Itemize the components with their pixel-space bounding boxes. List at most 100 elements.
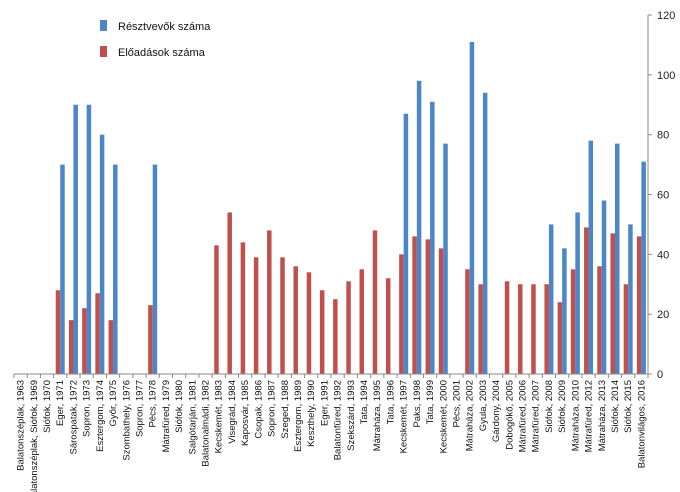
bar-presentations <box>372 230 378 374</box>
bar-presentations <box>438 248 444 374</box>
x-tick-label: Mátraháza, 1995 <box>372 380 383 451</box>
x-tick-label: Mátraháza, 2002 <box>465 380 476 451</box>
bar-presentations <box>425 239 431 375</box>
x-tick-label: Gárdony, 2004 <box>491 380 502 442</box>
x-tick-label: Siófok, 1970 <box>42 380 53 433</box>
bar-presentations <box>504 281 510 374</box>
bar-presentations <box>306 272 312 374</box>
bar-presentations <box>95 293 100 374</box>
x-tick-label: Esztergom, 1974 <box>95 380 106 452</box>
legend-swatch <box>100 46 107 57</box>
y-tick-label: 40 <box>657 249 669 261</box>
bar-presentations <box>267 230 272 374</box>
x-tick-label: Gyula, 2003 <box>478 380 489 431</box>
bar-participants <box>99 134 105 374</box>
bar-participants <box>575 212 580 374</box>
bar-participants <box>430 101 435 374</box>
bar-participants <box>614 143 620 374</box>
x-tick-label: Sopron, 1973 <box>82 380 93 437</box>
bar-presentations <box>333 299 338 374</box>
bar-presentations <box>623 284 629 374</box>
x-tick-label: Győr, 1975 <box>108 380 119 426</box>
bar-participants <box>416 80 422 374</box>
bar-presentations <box>584 227 589 374</box>
bar-participants <box>628 224 633 374</box>
bar-presentations <box>518 284 523 374</box>
bar-presentations <box>385 278 391 374</box>
bar-participants <box>403 113 409 374</box>
x-tick-label: Tata, 1999 <box>425 380 436 424</box>
x-tick-label: Balatonszéplak, Siófok, 1969 <box>29 380 40 492</box>
bar-presentations <box>148 305 153 374</box>
bar-participants <box>548 224 554 374</box>
x-tick-label: Szeged, 1988 <box>280 380 291 439</box>
x-tick-label: Pécs, 2001 <box>451 380 462 428</box>
bar-presentations <box>214 245 219 374</box>
y-tick-label: 80 <box>657 130 669 142</box>
x-tick-label: Dobogókő, 2005 <box>504 380 515 450</box>
x-tick-label: Kecskemét, 1983 <box>214 380 225 453</box>
legend-label: Előadások száma <box>118 47 206 59</box>
bar-presentations <box>68 320 74 374</box>
bar-presentations <box>412 236 417 374</box>
x-tick-label: Kecskemét, 2000 <box>438 380 449 453</box>
y-tick-label: 60 <box>657 190 669 202</box>
bar-presentations <box>319 290 325 374</box>
x-tick-label: Siófok, 2009 <box>557 380 568 433</box>
x-tick-label: Siófok, 2008 <box>544 380 555 433</box>
x-tick-label: Mátrafüred, 1979 <box>161 380 172 452</box>
x-tick-label: Balatonszéplak, 1963 <box>16 380 27 471</box>
bar-participants <box>113 164 118 374</box>
y-tick-label: 100 <box>657 70 675 82</box>
x-tick-label: Siófok, 2014 <box>610 380 621 433</box>
bar-presentations <box>557 302 563 374</box>
bar-participants <box>469 41 475 375</box>
bar-presentations <box>346 281 351 374</box>
x-tick-label: Pécs, 1978 <box>148 380 159 428</box>
x-tick-label: Esztergom, 1989 <box>293 380 304 452</box>
x-tick-label: Mátraháza, 2013 <box>597 380 608 451</box>
x-tick-label: Salgótarján, 1981 <box>187 380 198 454</box>
x-tick-label: Szekszárd, 1993 <box>346 380 357 451</box>
x-tick-label: Balatonalmádi, 1982 <box>201 380 212 467</box>
x-tick-label: Kaposvár, 1985 <box>240 380 251 446</box>
x-tick-label: Mátrafüred, 2007 <box>531 380 542 452</box>
y-tick-label: 120 <box>657 10 675 22</box>
bar-presentations <box>465 269 470 374</box>
x-tick-label: Sopron, 1987 <box>267 380 278 437</box>
x-tick-label: Sárospatak, 1972 <box>68 380 79 454</box>
bar-participants <box>73 104 78 374</box>
legend: Résztvevők száma Előadások száma <box>100 20 211 59</box>
x-tick-label: Mátraháza, 2010 <box>570 380 581 451</box>
bar-presentations <box>82 308 87 374</box>
x-tick-label: Siófok, 2015 <box>623 380 634 433</box>
x-tick-label: Balatonvilágos, 2016 <box>636 380 647 468</box>
x-tick-label: Eger, 1971 <box>55 380 66 426</box>
x-tick-label: Mátrafüred, 2012 <box>584 380 595 452</box>
x-tick-label: Szombathely, 1976 <box>121 380 132 461</box>
y-tick-label: 20 <box>657 309 669 321</box>
bar-presentations <box>240 242 246 374</box>
x-tick-label: Tata, 1996 <box>385 380 396 424</box>
x-tick-label: Eger, 1991 <box>319 380 330 426</box>
x-tick-label: Keszthely, 1990 <box>306 380 317 447</box>
bar-presentations <box>293 266 298 374</box>
bar-participants <box>443 143 448 374</box>
legend-label: Résztvevők száma <box>118 21 211 33</box>
bar-participants <box>86 104 92 374</box>
bar-presentations <box>253 257 259 374</box>
x-tick-label: Sopron, 1977 <box>134 380 145 437</box>
x-tick-label: Visegrád, 1984 <box>227 380 238 444</box>
y-tick-label: 0 <box>657 369 663 381</box>
bar-presentations <box>597 266 602 374</box>
bar-presentations <box>108 320 114 374</box>
bar-presentations <box>570 269 576 374</box>
x-tick-label: Paks, 1998 <box>412 380 423 428</box>
bar-participants <box>588 140 594 374</box>
bar-participants <box>601 200 607 374</box>
bar-presentations <box>359 269 365 374</box>
bar-presentations <box>55 290 61 374</box>
